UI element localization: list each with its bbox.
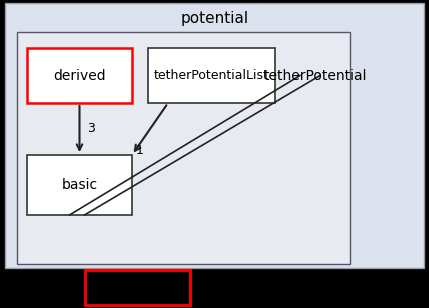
Bar (5, 3, 424, 268)
Text: 3: 3 (88, 123, 95, 136)
Bar (27, 48, 132, 103)
Text: derived: derived (53, 68, 106, 83)
Text: tetherPotentialList: tetherPotentialList (154, 69, 269, 82)
Text: potential: potential (181, 11, 248, 26)
Text: basic: basic (61, 178, 97, 192)
Text: tetherPotential: tetherPotential (263, 68, 367, 83)
Bar (17, 32, 350, 264)
Bar (27, 155, 132, 215)
Bar (85, 270, 190, 305)
Bar (148, 48, 275, 103)
Text: 1: 1 (136, 144, 144, 156)
